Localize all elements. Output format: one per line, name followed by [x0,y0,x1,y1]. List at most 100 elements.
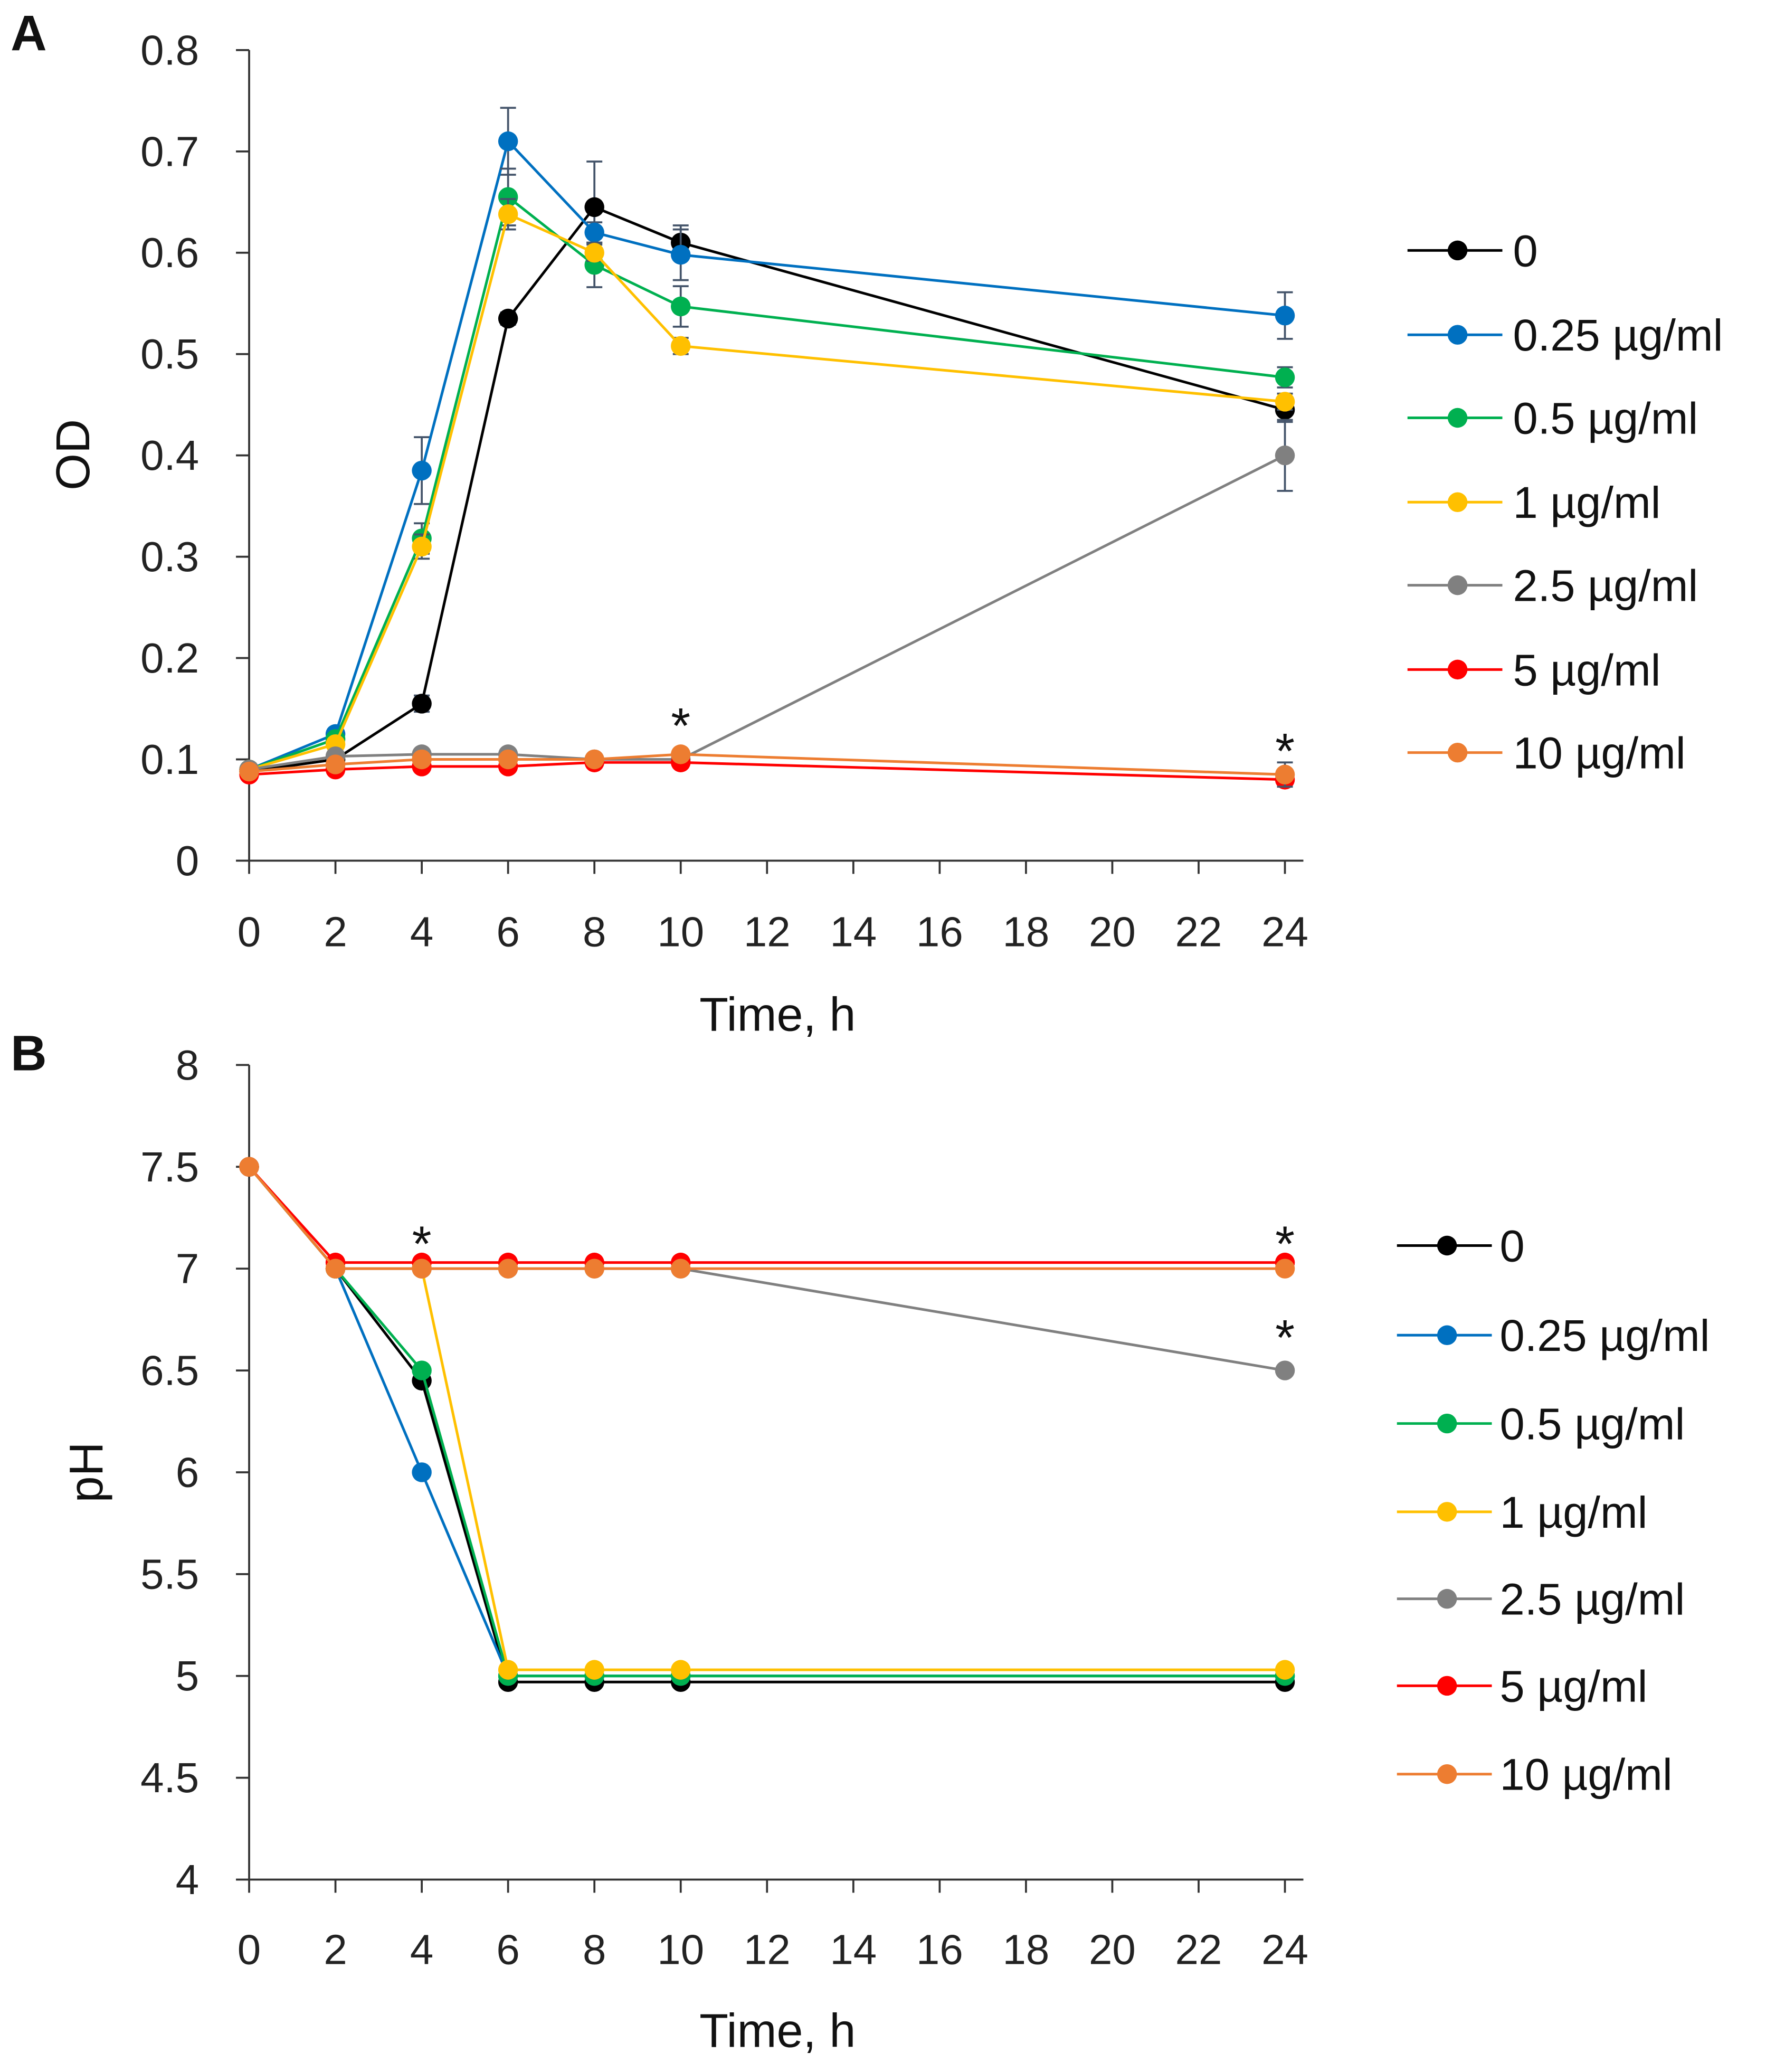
x-tick-label: 10 [657,1926,704,1973]
y-tick-label: 8 [176,1042,199,1089]
series-0 [239,1157,1295,1692]
legend-marker [1447,742,1468,763]
series-line [249,205,1286,773]
x-tick-label: 16 [916,909,963,955]
x-tick-label: 20 [1089,909,1136,955]
series-6 [239,744,1295,788]
y-axis-label: pH [60,1442,113,1503]
x-tick-label: 18 [1002,909,1049,955]
data-point [671,1259,691,1279]
series-line [248,1166,1285,1683]
legend-label: 1 µg/ml [1500,1487,1648,1537]
y-tick-label: 0.6 [140,229,199,276]
legend-label: 0.5 µg/ml [1500,1399,1685,1449]
y-tick-label: 4 [176,1856,199,1903]
panel-label: A [11,5,47,61]
x-tick-label: 6 [496,1926,519,1973]
legend-entry: 1 µg/ml [1407,477,1661,527]
x-axis-label: Time, h [699,2005,856,2058]
data-point [412,536,432,557]
legend-marker [1437,1764,1457,1784]
data-point [412,1462,432,1482]
data-point [239,1157,259,1177]
x-tick-label: 18 [1002,1926,1049,1973]
x-tick-label: 22 [1175,1926,1222,1973]
series-0 [239,160,1295,782]
x-tick-label: 8 [583,1926,606,1973]
legend-entry: 0.5 µg/ml [1397,1399,1685,1449]
x-tick-label: 8 [583,909,606,955]
legend-entry: 10 µg/ml [1407,728,1686,778]
y-tick-label: 0.1 [140,736,199,783]
data-point [412,460,432,481]
series-3 [239,198,1295,780]
significance-asterisk: * [671,698,690,754]
data-point [671,244,691,265]
data-point [498,1660,518,1680]
data-point [1275,306,1295,326]
data-point [584,222,604,243]
y-tick-label: 7 [176,1245,199,1292]
data-point [412,1259,432,1279]
series-5 [239,1157,1295,1273]
x-tick-label: 16 [916,1926,963,1973]
data-point [1275,392,1295,412]
significance-asterisk: * [412,1216,432,1272]
data-point [325,754,346,774]
y-tick-label: 0.7 [140,128,199,175]
x-tick-label: 12 [744,909,791,955]
data-point [412,749,432,770]
legend-marker [1437,1676,1457,1696]
legend-marker [1447,492,1468,513]
x-tick-label: 0 [238,909,261,955]
legend-entry: 5 µg/ml [1397,1661,1648,1711]
panel-label: B [11,1025,47,1081]
legend-entry: 0 [1407,225,1538,276]
legend-label: 0.5 µg/ml [1513,393,1698,443]
legend-label: 0.25 µg/ml [1513,310,1723,360]
data-point [1275,1360,1295,1380]
data-point [1275,764,1295,784]
significance-asterisk: * [1275,1310,1295,1366]
legend-marker [1437,1502,1457,1522]
data-point [325,1259,346,1279]
legend-entry: 2.5 µg/ml [1397,1574,1685,1624]
legend-entry: 10 µg/ml [1397,1749,1673,1800]
legend-label: 0.25 µg/ml [1500,1310,1710,1360]
significance-asterisk: * [1275,723,1295,779]
legend-entry: 5 µg/ml [1407,645,1661,695]
legend-label: 10 µg/ml [1500,1749,1673,1800]
data-point [498,749,518,770]
data-point [671,336,691,356]
series-6 [239,1157,1295,1279]
x-tick-label: 4 [410,1926,433,1973]
series-line [249,194,1285,771]
legend-entry: 2.5 µg/ml [1407,561,1698,611]
legend-marker [1437,1325,1457,1346]
data-point [239,761,259,782]
data-point [1275,1259,1295,1279]
data-point [498,308,518,329]
legend-label: 5 µg/ml [1500,1661,1648,1711]
y-tick-label: 0 [176,837,199,884]
data-point [584,197,604,217]
x-tick-label: 22 [1175,909,1222,955]
legend-marker [1447,408,1468,428]
significance-asterisk: * [1275,1216,1295,1272]
x-tick-label: 14 [830,1926,877,1973]
legend-label: 2.5 µg/ml [1500,1574,1685,1624]
legend-entry: 1 µg/ml [1397,1487,1648,1537]
legend-marker [1437,1588,1457,1609]
series-line [248,1166,1285,1678]
x-tick-label: 20 [1089,1926,1136,1973]
legend-entry: 0 [1397,1221,1525,1271]
series-1 [239,107,1295,780]
x-tick-label: 24 [1261,1926,1308,1973]
data-point [584,749,604,770]
x-tick-label: 0 [238,1926,261,1973]
series-line [249,454,1286,771]
data-point [671,1660,691,1680]
legend-label: 2.5 µg/ml [1513,561,1698,611]
y-tick-label: 0.8 [140,26,199,73]
series-line [248,1166,1285,1270]
